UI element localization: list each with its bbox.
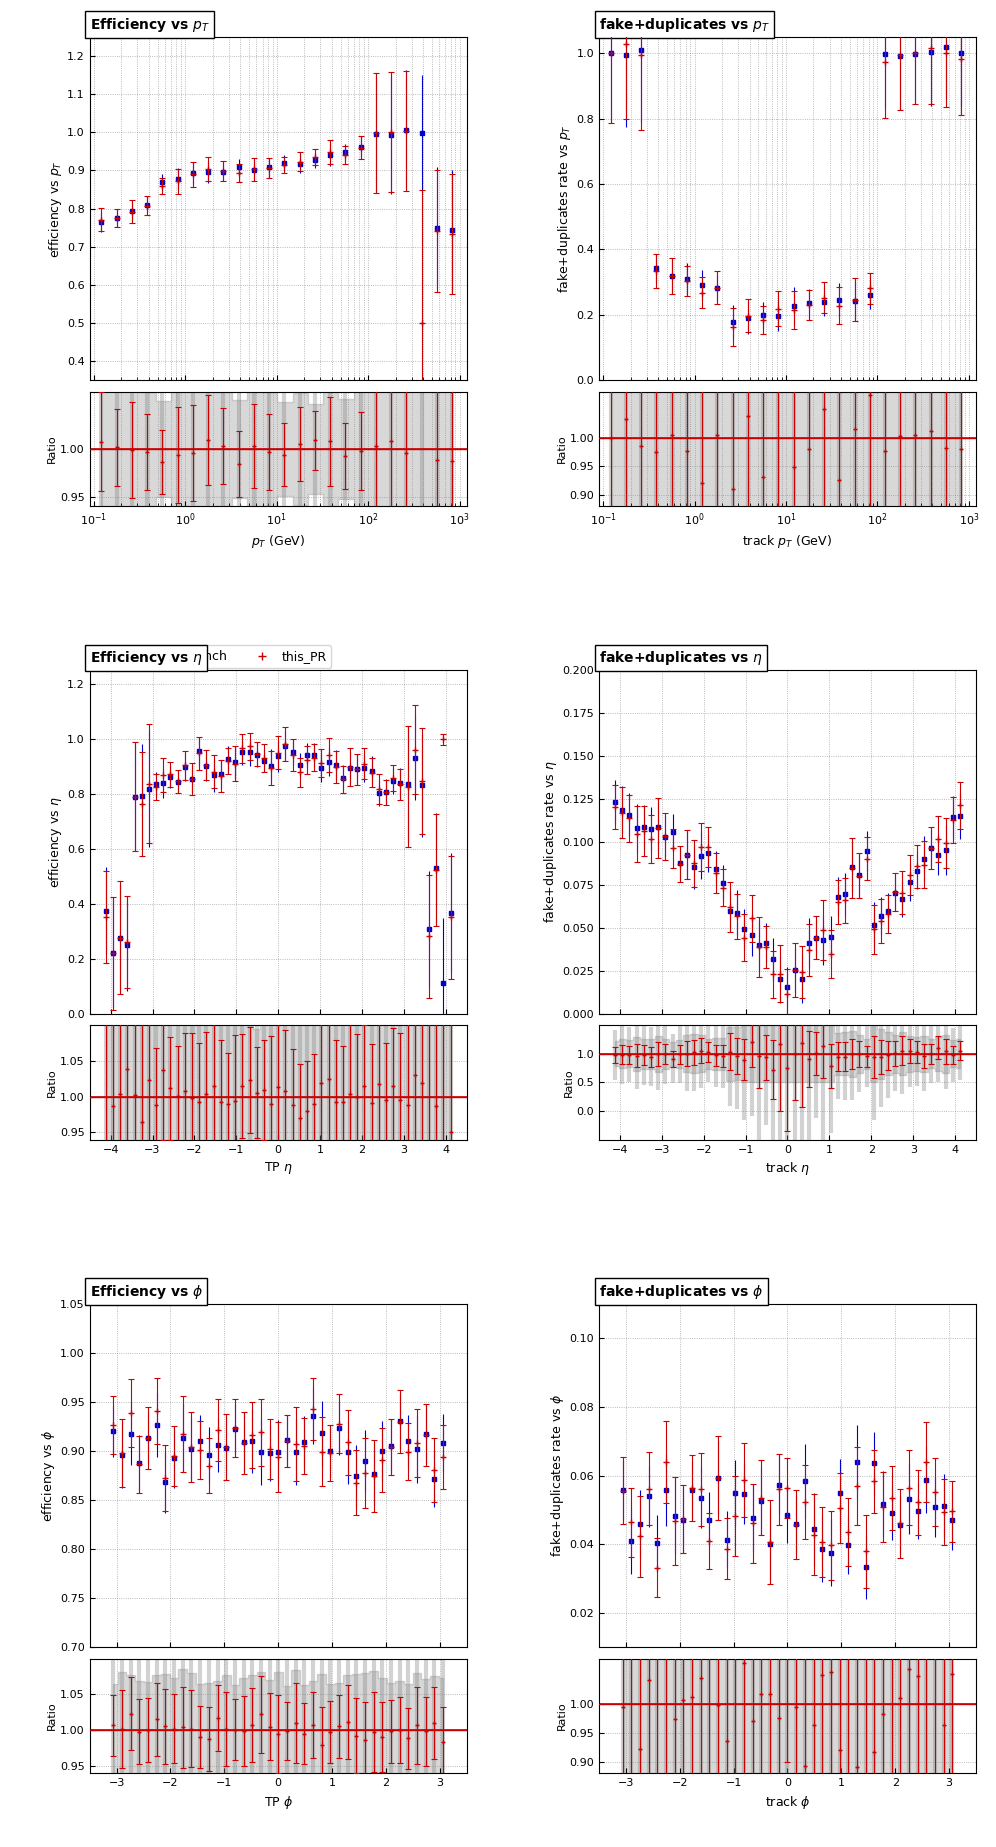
X-axis label: TP $\eta$: TP $\eta$ — [264, 1160, 293, 1177]
Legend: target_branch, this_PR: target_branch, this_PR — [106, 645, 332, 669]
Y-axis label: Ratio: Ratio — [47, 1701, 57, 1731]
Y-axis label: Ratio: Ratio — [557, 1701, 567, 1731]
Y-axis label: Ratio: Ratio — [557, 434, 567, 464]
Y-axis label: efficiency vs $p_T$: efficiency vs $p_T$ — [47, 159, 65, 257]
Text: Efficiency vs $p_T$: Efficiency vs $p_T$ — [90, 15, 210, 33]
X-axis label: track $\phi$: track $\phi$ — [765, 1793, 811, 1810]
Text: fake+duplicates vs $\phi$: fake+duplicates vs $\phi$ — [599, 1282, 763, 1300]
Text: fake+duplicates vs $\eta$: fake+duplicates vs $\eta$ — [599, 648, 763, 667]
Y-axis label: efficiency vs $\eta$: efficiency vs $\eta$ — [47, 796, 65, 888]
X-axis label: TP $\phi$: TP $\phi$ — [264, 1793, 293, 1810]
Y-axis label: Ratio: Ratio — [564, 1068, 574, 1097]
X-axis label: track $\eta$: track $\eta$ — [765, 1160, 810, 1177]
Text: Efficiency vs $\phi$: Efficiency vs $\phi$ — [90, 1282, 203, 1300]
X-axis label: track $p_T$ (GeV): track $p_T$ (GeV) — [742, 534, 833, 550]
Y-axis label: fake+duplicates rate vs $p_T$: fake+duplicates rate vs $p_T$ — [557, 124, 574, 294]
X-axis label: $p_T$ (GeV): $p_T$ (GeV) — [251, 534, 306, 550]
Y-axis label: Ratio: Ratio — [47, 434, 57, 464]
Y-axis label: efficiency vs $\phi$: efficiency vs $\phi$ — [40, 1430, 57, 1522]
Y-axis label: fake+duplicates rate vs $\eta$: fake+duplicates rate vs $\eta$ — [543, 761, 560, 924]
Text: Efficiency vs $\eta$: Efficiency vs $\eta$ — [90, 648, 203, 667]
Y-axis label: Ratio: Ratio — [47, 1068, 57, 1097]
Y-axis label: fake+duplicates rate vs $\phi$: fake+duplicates rate vs $\phi$ — [550, 1394, 567, 1557]
Text: fake+duplicates vs $p_T$: fake+duplicates vs $p_T$ — [599, 15, 770, 33]
